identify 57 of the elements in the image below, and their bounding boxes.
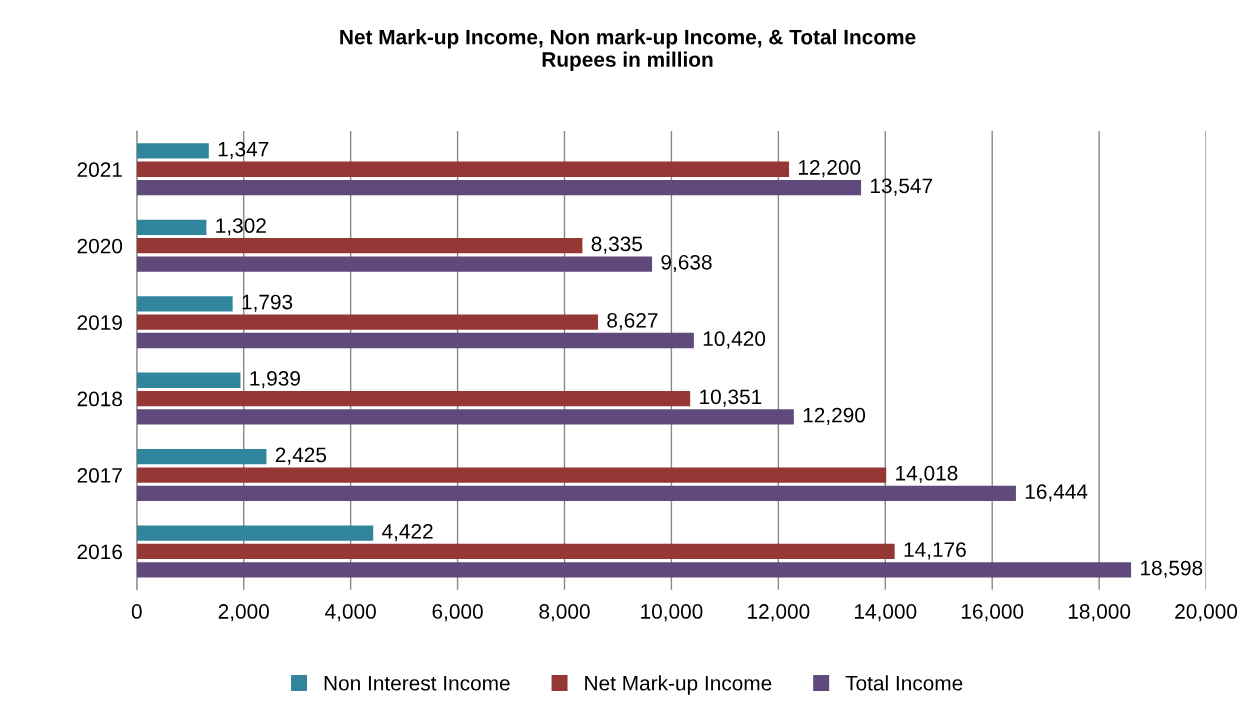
bar [136,525,374,541]
data-label: 16,444 [1025,484,1088,502]
x-tick-label: 6,000 [432,604,483,622]
data-label: 18,598 [1141,560,1203,578]
x-tick-label: 0 [131,604,142,619]
x-tick-label: 18,000 [1068,604,1131,622]
data-label: 10,351 [700,389,762,407]
y-tick-label: 2021 [77,162,122,178]
y-tick-label: 2016 [77,544,122,560]
x-tick-label: 14,000 [855,604,917,622]
data-label: 8,627 [607,312,658,331]
data-label: 4,422 [382,523,433,542]
data-label: 2,425 [275,447,327,465]
bar [136,314,599,330]
data-label: 12,290 [803,407,866,425]
bar [136,562,1132,578]
data-label: 14,018 [896,465,958,484]
bar [136,143,209,159]
y-tick-label: 2020 [77,238,123,254]
x-tick-label: 20,000 [1175,604,1238,622]
bar [136,390,691,407]
x-tick-label: 8,000 [539,604,590,622]
data-label: 1,347 [218,141,269,159]
x-tick-label: 16,000 [961,604,1024,622]
bar [136,179,862,196]
legend-label: Net Mark-up Income [585,675,772,695]
bar [136,296,233,312]
bar [136,372,241,388]
x-tick-label: 10,000 [641,604,703,622]
bar [136,409,794,425]
data-label: 1,302 [216,218,266,236]
x-tick-label: 12,000 [748,604,810,622]
bar [136,449,267,465]
bar [136,485,1016,502]
data-label: 12,200 [798,160,861,178]
bar [136,543,895,560]
x-tick-label: 2,000 [218,604,269,622]
legend-label: Non Interest Income [324,676,510,691]
bar [136,332,694,349]
chart-title: Net Mark-up Income, Non mark-up Income, & Total Income Rupees in million [340,29,916,71]
bar [136,256,653,272]
data-label: 1,939 [250,371,300,389]
data-label: 10,420 [703,331,766,349]
data-label: 13,547 [870,178,933,196]
y-tick-label: 2019 [77,315,122,330]
bar [136,161,790,177]
data-label: 1,793 [242,294,293,312]
bar [136,219,207,235]
legend-label: Total Income [845,675,963,691]
bar [136,467,887,483]
data-label: 9,638 [661,254,712,273]
bar [136,238,583,254]
data-label: 8,335 [591,236,642,254]
y-tick-label: 2017 [77,468,122,483]
data-label: 14,176 [904,542,966,560]
x-tick-label: 4,000 [325,604,376,622]
y-tick-label: 2018 [77,391,122,407]
